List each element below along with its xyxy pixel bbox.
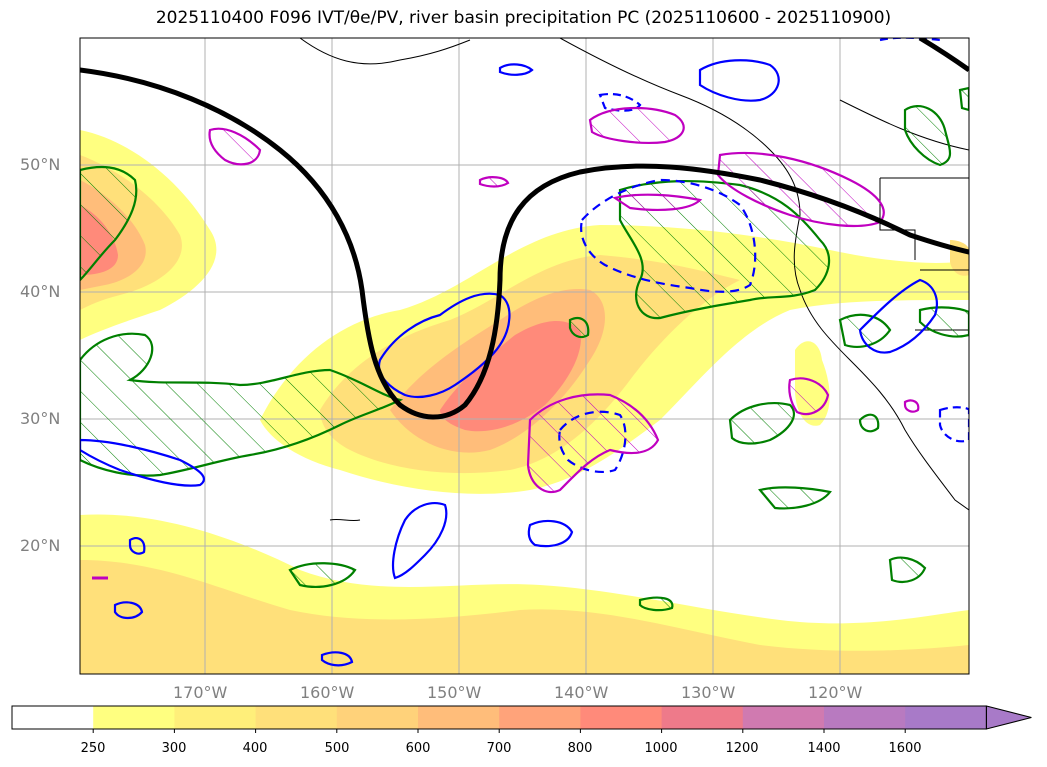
colorbar-segment [12,706,94,729]
colorbar-segment [824,706,906,729]
colorbar-segment [742,706,825,729]
lon-label-160w: 160°W [300,683,355,702]
lon-label-120w: 120°W [808,683,863,702]
lon-label-140w: 140°W [554,683,609,702]
colorbar-segment [905,706,987,729]
colorbar-label-250: 250 [80,741,106,756]
colorbar-label-500: 500 [324,741,350,756]
lon-label-150w: 150°W [427,683,482,702]
colorbar-label-700: 700 [486,741,512,756]
lat-label-50n: 50°N [20,155,61,174]
colorbar-segment [93,706,175,729]
colorbar-label-300: 300 [161,741,187,756]
colorbar-label-600: 600 [405,741,431,756]
colorbar-segment [336,706,419,729]
colorbar-label-1600: 1600 [888,741,922,756]
lat-label-40n: 40°N [20,282,61,301]
colorbar [11,705,1032,733]
lat-label-20n: 20°N [20,536,61,555]
colorbar-label-400: 400 [242,741,268,756]
pv-contour-ne [918,38,969,73]
colorbar-segment [661,706,744,729]
colorbar-label-800: 800 [567,741,593,756]
green-contours [80,86,969,612]
colorbar-segment [499,706,581,729]
colorbar-segment [174,706,257,729]
colorbar-label-1200: 1200 [725,741,759,756]
colorbar-extend-arrow [985,705,1032,730]
lat-label-30n: 30°N [20,409,61,428]
colorbar-segment [255,706,338,729]
lon-label-130w: 130°W [681,683,736,702]
lon-label-170w: 170°W [173,683,228,702]
colorbar-label-1000: 1000 [644,741,678,756]
colorbar-label-1400: 1400 [807,741,841,756]
map-frame [79,37,970,675]
colorbar-segment [418,706,500,729]
pv-contour [80,67,969,420]
colorbar-segment [580,706,663,729]
map-title: 2025110400 F096 IVT/θe/PV, river basin p… [155,8,892,28]
